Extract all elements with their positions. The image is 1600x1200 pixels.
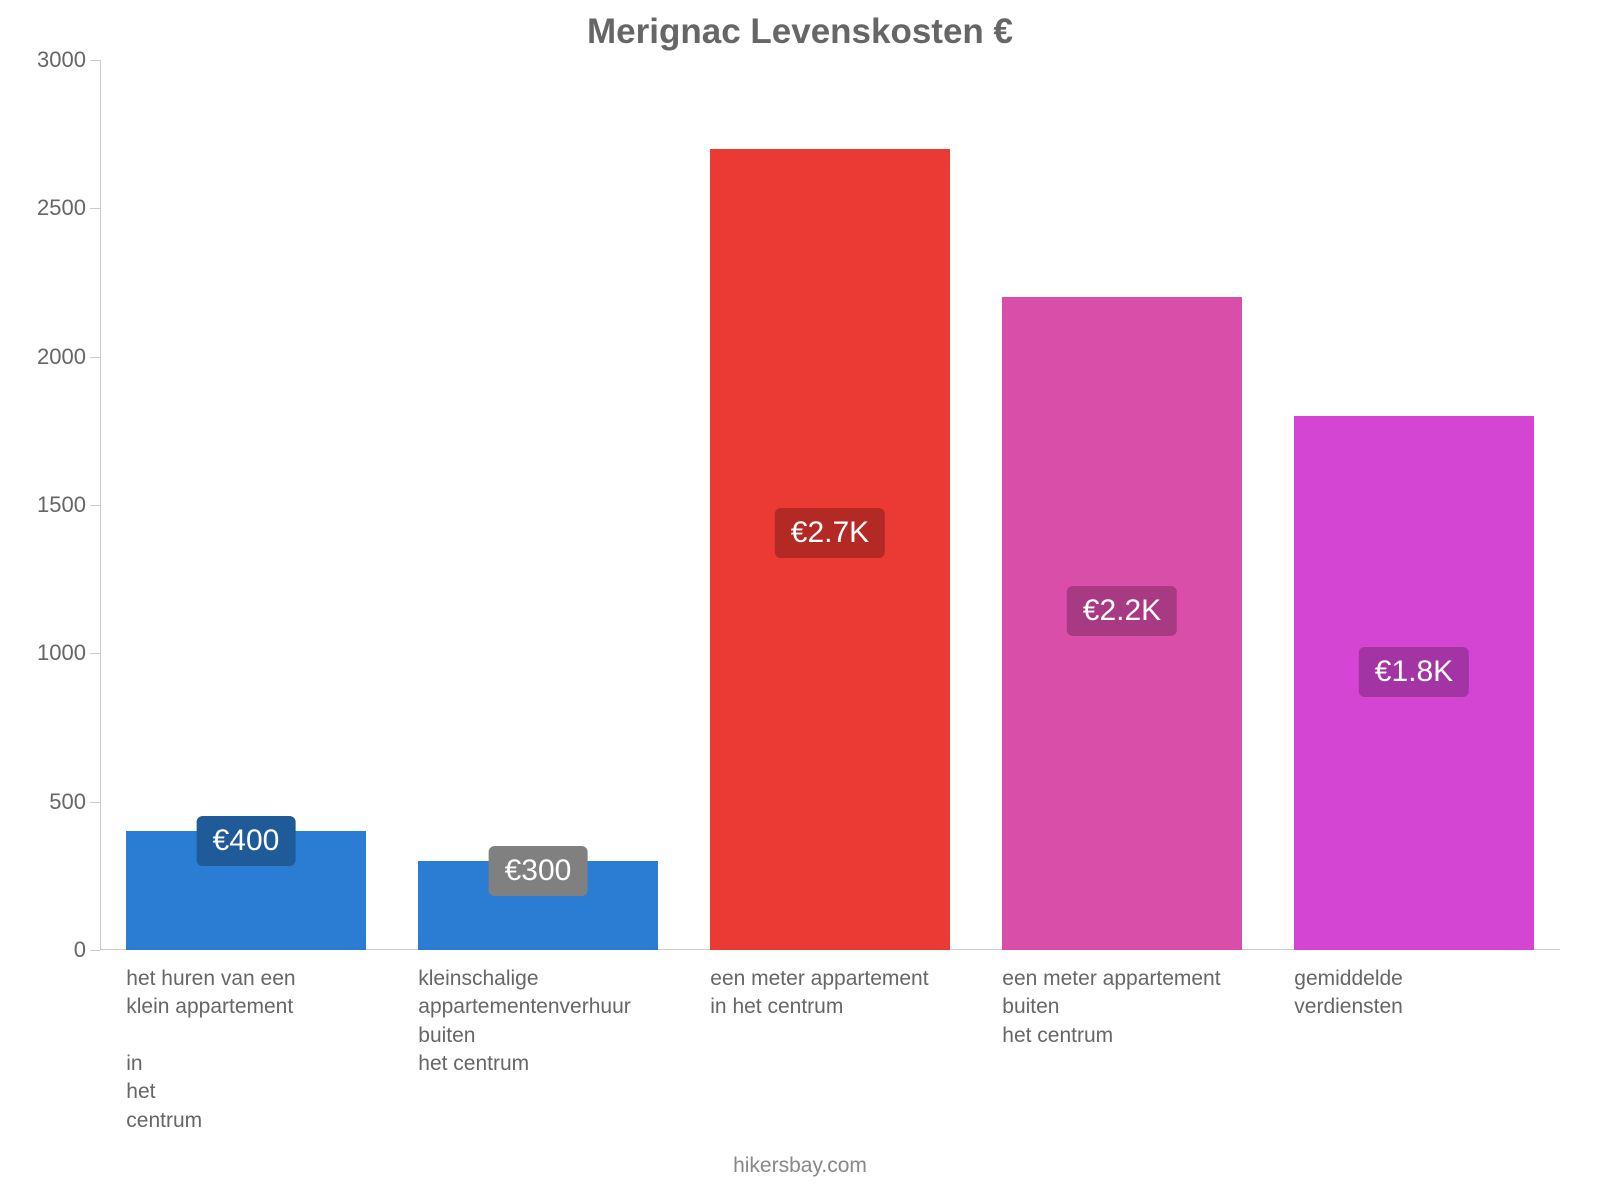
value-badge-avg_earnings: €1.8K xyxy=(1359,647,1469,697)
x-label-sqm_outside: een meter appartement buiten het centrum xyxy=(1002,965,1220,1050)
y-tick-label: 500 xyxy=(49,789,100,815)
value-badge-sqm_outside: €2.2K xyxy=(1067,586,1177,636)
value-badge-rent_small_outside: €300 xyxy=(489,846,588,896)
cost-of-living-chart: Merignac Levenskosten € 0 500 1000 1500 2000… xyxy=(0,0,1600,1200)
y-tick-label: 2500 xyxy=(37,195,100,221)
x-label-rent_small_center: het huren van een klein appartement in h… xyxy=(126,965,295,1135)
y-axis-line xyxy=(100,60,101,950)
y-tick-label: 0 xyxy=(74,937,100,963)
x-label-avg_earnings: gemiddelde verdiensten xyxy=(1294,965,1403,1022)
x-label-rent_small_outside: kleinschalige appartementenverhuur buite… xyxy=(418,965,630,1078)
value-badge-sqm_center: €2.7K xyxy=(775,508,885,558)
value-badge-rent_small_center: €400 xyxy=(197,816,296,866)
attribution-text: hikersbay.com xyxy=(0,1154,1600,1178)
y-tick-label: 3000 xyxy=(37,47,100,73)
y-tick-label: 2000 xyxy=(37,344,100,370)
x-label-sqm_center: een meter appartement in het centrum xyxy=(710,965,928,1022)
plot-area: 050010001500200025003000€400€300€2.7K€2.… xyxy=(100,60,1560,950)
y-tick-label: 1000 xyxy=(37,640,100,666)
y-tick-label: 1500 xyxy=(37,492,100,518)
chart-title: Merignac Levenskosten € xyxy=(0,12,1600,52)
